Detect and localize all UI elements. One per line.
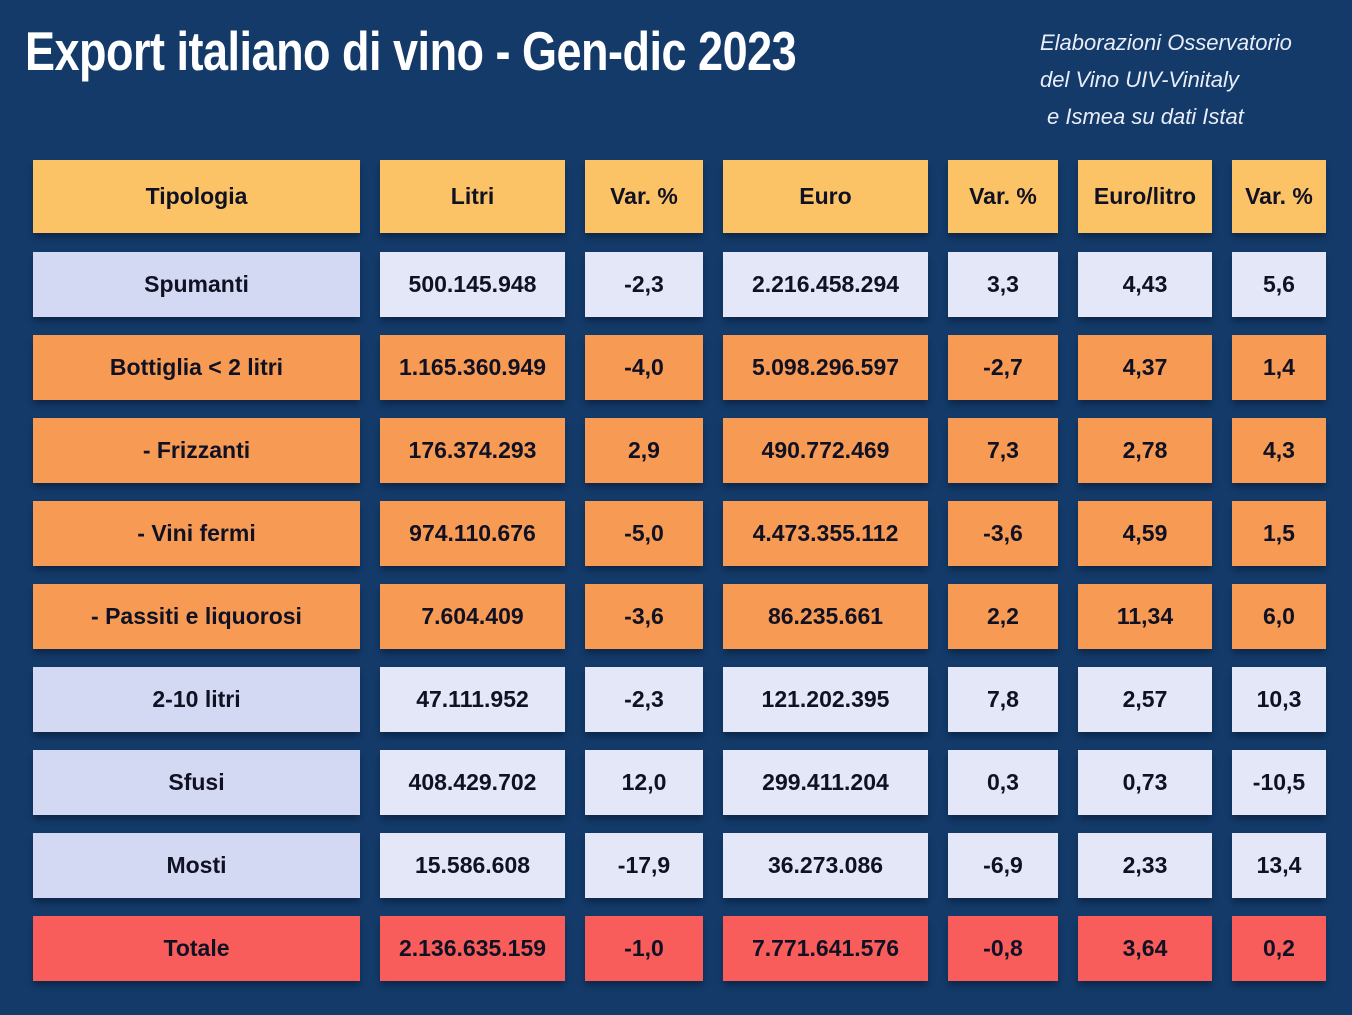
tipologia-cell: - Frizzanti [33,418,360,483]
var-euro-cell: -3,6 [948,501,1058,566]
var-euro-litro-cell: 1,4 [1232,335,1326,400]
litri-cell: 2.136.635.159 [380,916,565,981]
litri-cell: 15.586.608 [380,833,565,898]
table-row: Sfusi 408.429.702 12,0 299.411.204 0,3 0… [33,750,1326,815]
euro-cell: 121.202.395 [723,667,928,732]
var-litri-cell: -17,9 [585,833,703,898]
var-litri-cell: -5,0 [585,501,703,566]
euro-cell: 5.098.296.597 [723,335,928,400]
column-header-euro-litro: Euro/litro [1078,160,1212,233]
litri-cell: 408.429.702 [380,750,565,815]
table-row: - Passiti e liquorosi 7.604.409 -3,6 86.… [33,584,1326,649]
euro-cell: 86.235.661 [723,584,928,649]
column-header-var-litri: Var. % [585,160,703,233]
column-header-tipologia: Tipologia [33,160,360,233]
litri-cell: 1.165.360.949 [380,335,565,400]
var-litri-cell: -2,3 [585,667,703,732]
euro-litro-cell: 11,34 [1078,584,1212,649]
tipologia-cell: - Passiti e liquorosi [33,584,360,649]
var-litri-cell: 2,9 [585,418,703,483]
tipologia-cell: Spumanti [33,252,360,317]
var-euro-cell: -0,8 [948,916,1058,981]
var-euro-cell: 2,2 [948,584,1058,649]
euro-litro-cell: 4,37 [1078,335,1212,400]
var-litri-cell: 12,0 [585,750,703,815]
euro-litro-cell: 4,59 [1078,501,1212,566]
table-row: - Frizzanti 176.374.293 2,9 490.772.469 … [33,418,1326,483]
euro-litro-cell: 4,43 [1078,252,1212,317]
column-header-litri: Litri [380,160,565,233]
euro-cell: 36.273.086 [723,833,928,898]
table-row: Mosti 15.586.608 -17,9 36.273.086 -6,9 2… [33,833,1326,898]
var-euro-litro-cell: 5,6 [1232,252,1326,317]
tipologia-cell: - Vini fermi [33,501,360,566]
euro-litro-cell: 2,78 [1078,418,1212,483]
var-euro-cell: 7,3 [948,418,1058,483]
euro-litro-cell: 2,57 [1078,667,1212,732]
euro-cell: 299.411.204 [723,750,928,815]
attribution-line: del Vino UIV-Vinitaly [1040,67,1239,92]
var-litri-cell: -2,3 [585,252,703,317]
euro-litro-cell: 0,73 [1078,750,1212,815]
attribution-line: Elaborazioni Osservatorio [1040,30,1292,55]
column-header-var-euro-litro: Var. % [1232,160,1326,233]
tipologia-cell: Totale [33,916,360,981]
table-body: Spumanti 500.145.948 -2,3 2.216.458.294 … [33,252,1326,981]
var-euro-cell: 7,8 [948,667,1058,732]
var-litri-cell: -1,0 [585,916,703,981]
euro-cell: 7.771.641.576 [723,916,928,981]
tipologia-cell: Bottiglia < 2 litri [33,335,360,400]
var-euro-litro-cell: 1,5 [1232,501,1326,566]
var-euro-litro-cell: 4,3 [1232,418,1326,483]
var-euro-litro-cell: 13,4 [1232,833,1326,898]
attribution: Elaborazioni Osservatorio del Vino UIV-V… [1040,24,1292,135]
var-euro-cell: -6,9 [948,833,1058,898]
table-row: Totale 2.136.635.159 -1,0 7.771.641.576 … [33,916,1326,981]
export-table: Tipologia Litri Var. % Euro Var. % Euro/… [33,160,1326,999]
litri-cell: 176.374.293 [380,418,565,483]
tipologia-cell: Sfusi [33,750,360,815]
var-euro-cell: 0,3 [948,750,1058,815]
litri-cell: 974.110.676 [380,501,565,566]
var-euro-litro-cell: 0,2 [1232,916,1326,981]
euro-litro-cell: 2,33 [1078,833,1212,898]
table-header-row: Tipologia Litri Var. % Euro Var. % Euro/… [33,160,1326,233]
column-header-var-euro: Var. % [948,160,1058,233]
tipologia-cell: Mosti [33,833,360,898]
var-litri-cell: -3,6 [585,584,703,649]
table-row: Bottiglia < 2 litri 1.165.360.949 -4,0 5… [33,335,1326,400]
var-euro-litro-cell: 6,0 [1232,584,1326,649]
table-row: Spumanti 500.145.948 -2,3 2.216.458.294 … [33,252,1326,317]
var-litri-cell: -4,0 [585,335,703,400]
var-euro-litro-cell: 10,3 [1232,667,1326,732]
var-euro-litro-cell: -10,5 [1232,750,1326,815]
var-euro-cell: -2,7 [948,335,1058,400]
var-euro-cell: 3,3 [948,252,1058,317]
litri-cell: 500.145.948 [380,252,565,317]
litri-cell: 7.604.409 [380,584,565,649]
euro-cell: 4.473.355.112 [723,501,928,566]
table-row: - Vini fermi 974.110.676 -5,0 4.473.355.… [33,501,1326,566]
table-row: 2-10 litri 47.111.952 -2,3 121.202.395 7… [33,667,1326,732]
column-header-euro: Euro [723,160,928,233]
tipologia-cell: 2-10 litri [33,667,360,732]
page-title: Export italiano di vino - Gen-dic 2023 [25,20,797,83]
euro-cell: 2.216.458.294 [723,252,928,317]
attribution-line: e Ismea su dati Istat [1047,104,1244,129]
litri-cell: 47.111.952 [380,667,565,732]
euro-cell: 490.772.469 [723,418,928,483]
euro-litro-cell: 3,64 [1078,916,1212,981]
